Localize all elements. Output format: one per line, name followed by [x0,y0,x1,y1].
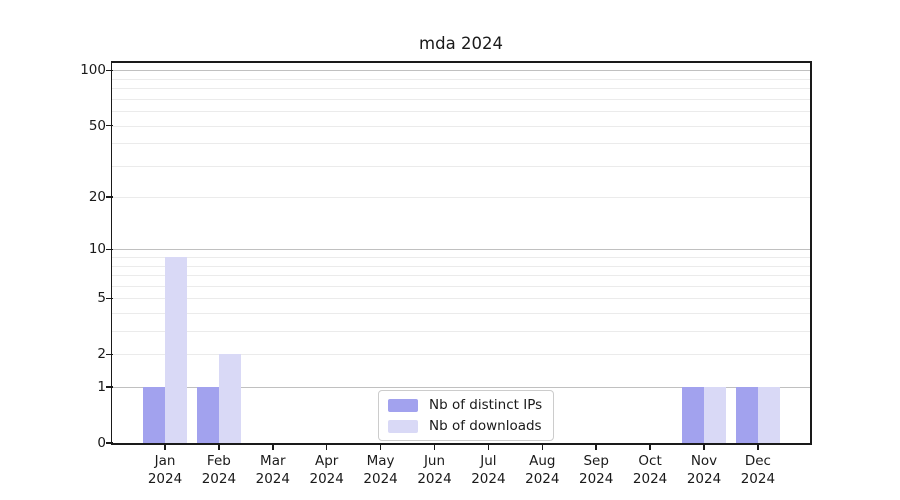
x-tick-label: Aug 2024 [525,453,560,487]
legend-swatch-distinct-ips [388,398,418,412]
grid-line-minor [112,78,810,80]
grid-line-major [112,70,810,72]
grid-line-minor [112,197,810,199]
x-tick-label: Jan 2024 [147,453,183,487]
x-tick-label: May 2024 [363,453,398,487]
grid-line-minor [112,88,810,90]
x-tick-mark [218,444,220,450]
y-tick-mark [106,124,113,127]
y-tick-mark [106,69,113,72]
x-tick-label: Dec 2024 [740,453,776,487]
grid-line-major [112,249,810,251]
x-tick-mark [703,444,705,450]
grid-line-minor [112,331,810,333]
y-axis: 0 1 2 5 10 20 50 100 [0,0,113,500]
grid-line-minor [112,313,810,315]
legend-swatch-downloads [388,419,418,433]
y-tick-mark [106,353,113,356]
x-tick-label: Jun 2024 [417,453,452,487]
plot-area [112,62,810,443]
x-tick-label: Jul 2024 [471,453,506,487]
y-tick-mark [106,442,113,444]
x-tick-mark [272,444,274,450]
x-tick-label: Mar 2024 [255,453,290,487]
x-tick-mark [541,444,544,450]
right-spine [810,61,812,445]
legend-item-downloads: Nb of downloads [388,418,542,434]
x-tick-label: Nov 2024 [686,453,722,487]
grid-line-minor [112,265,810,267]
y-tick-mark [106,386,113,388]
grid-line-minor [112,165,810,167]
x-tick-label: Apr 2024 [309,453,344,487]
grid-line-minor [112,354,810,356]
x-tick-mark [433,444,436,450]
grid-line-minor [112,98,810,100]
y-tick-label: 5 [97,290,106,307]
x-tick-mark [164,444,166,450]
x-tick-label: Feb 2024 [201,453,237,487]
x-tick-label: Sep 2024 [579,453,614,487]
x-tick-mark [757,444,759,450]
y-axis-spine [110,61,112,445]
bar-distinct-ips-feb [197,387,219,443]
y-tick-mark [106,196,113,198]
x-axis-spine [110,443,812,445]
x-tick-mark [325,444,328,450]
y-tick-label: 50 [88,117,106,134]
legend-label-distinct-ips: Nb of distinct IPs [429,397,543,413]
chart-title: mda 2024 [419,34,503,53]
x-tick-mark [595,444,597,450]
grid-line-minor [112,275,810,277]
grid-line-minor [112,111,810,113]
bar-downloads-nov [704,387,726,443]
grid-line-minor [112,285,810,287]
y-tick-label: 10 [88,241,106,258]
y-tick-label: 20 [88,189,106,206]
x-tick-mark [487,444,490,450]
top-spine [110,61,812,63]
y-tick-label: 2 [97,346,106,363]
x-tick-mark [379,444,382,450]
grid-line-minor [112,257,810,259]
legend: Nb of distinct IPs Nb of downloads [378,390,555,441]
legend-item-distinct-ips: Nb of distinct IPs [388,397,542,413]
grid-line-minor [112,143,810,145]
y-tick-mark [106,297,113,300]
grid-line-minor [112,298,810,300]
grid-line-major [112,387,810,389]
bar-distinct-ips-nov [682,387,704,443]
y-tick-mark [106,248,113,251]
y-tick-label: 0 [97,435,106,451]
bar-distinct-ips-dec [736,387,758,443]
bar-downloads-jan [165,257,187,443]
legend-label-downloads: Nb of downloads [429,418,542,434]
bar-downloads-feb [218,354,241,443]
grid-line-minor [112,125,810,127]
x-tick-label: Oct 2024 [632,453,668,487]
x-axis: Jan 2024 Feb 2024 Mar 2024 Apr 2024 May 2024… [112,443,810,500]
bar-distinct-ips-jan [143,387,165,443]
bar-downloads-dec [757,387,780,443]
y-tick-label: 100 [80,62,106,79]
x-tick-mark [649,444,651,450]
y-tick-label: 1 [97,379,106,396]
